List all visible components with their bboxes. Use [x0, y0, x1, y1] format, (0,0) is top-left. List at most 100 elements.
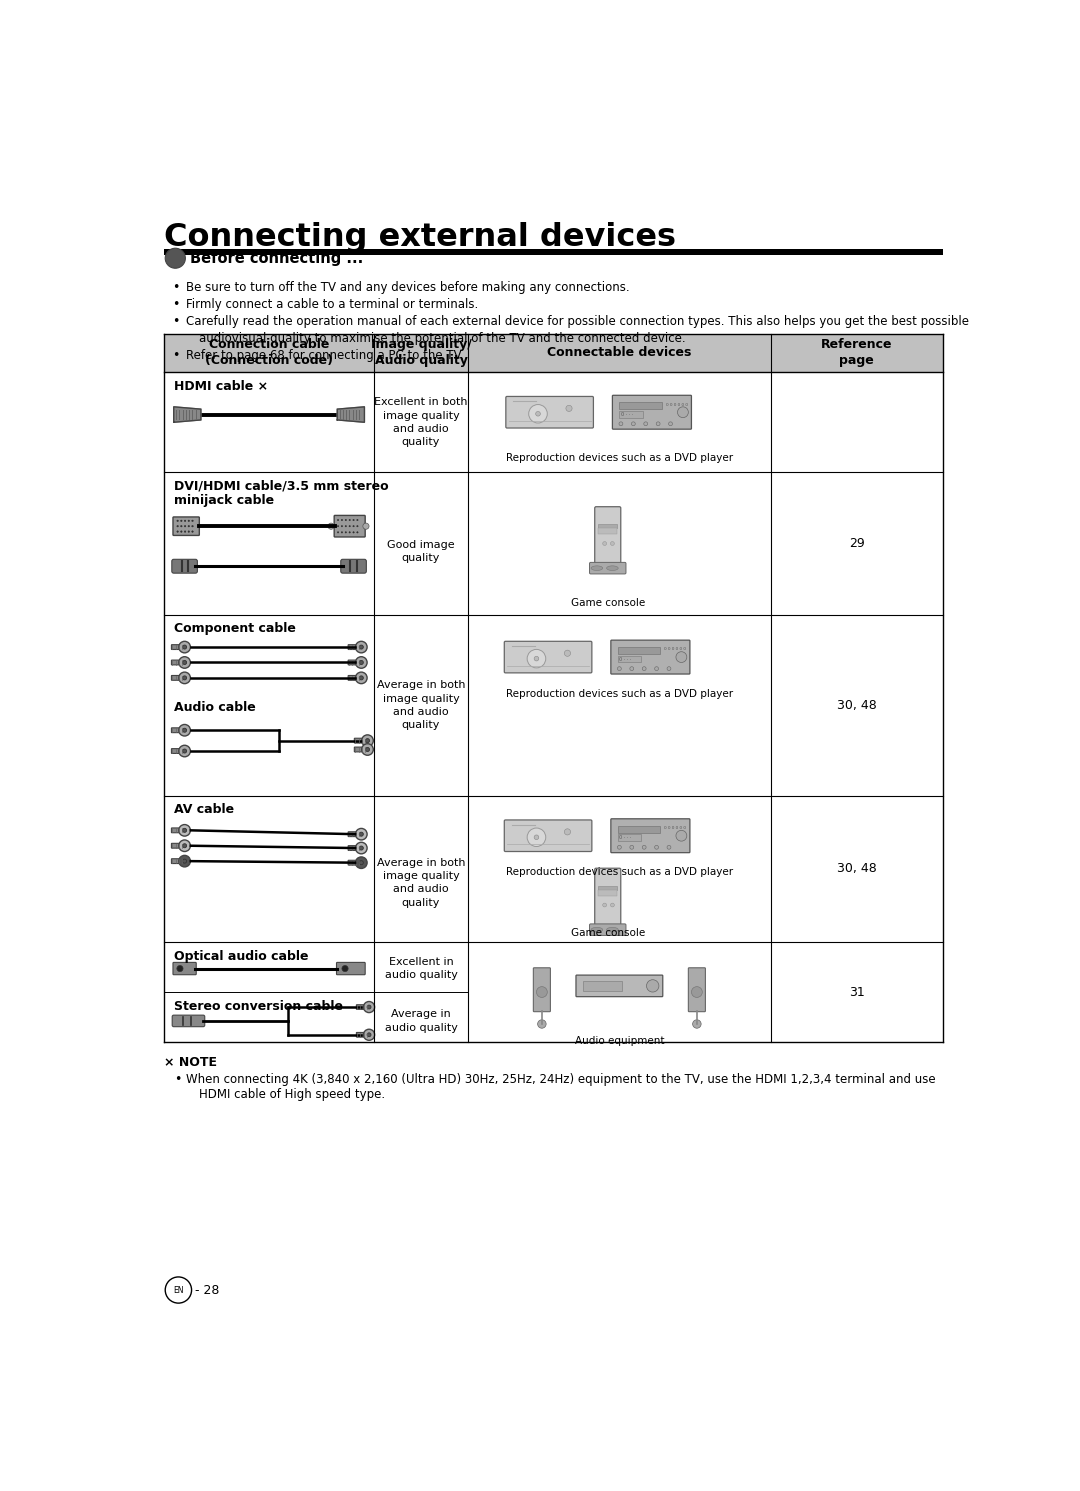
- FancyBboxPatch shape: [173, 517, 200, 535]
- Bar: [770, 334, 943, 373]
- Circle shape: [362, 735, 374, 747]
- FancyBboxPatch shape: [172, 728, 185, 732]
- Text: DVI/HDMI cable/3.5 mm stereo: DVI/HDMI cable/3.5 mm stereo: [174, 480, 389, 494]
- Circle shape: [676, 830, 687, 841]
- FancyBboxPatch shape: [172, 675, 185, 680]
- Circle shape: [632, 422, 635, 426]
- Circle shape: [643, 666, 646, 671]
- Text: Reproduction devices such as a DVD player: Reproduction devices such as a DVD playe…: [505, 689, 733, 699]
- Text: minijack cable: minijack cable: [174, 494, 274, 507]
- Circle shape: [603, 541, 607, 546]
- Circle shape: [179, 656, 190, 668]
- Circle shape: [363, 523, 369, 529]
- Circle shape: [677, 407, 688, 417]
- Text: •: •: [172, 349, 179, 362]
- Circle shape: [657, 422, 660, 426]
- Circle shape: [529, 404, 548, 423]
- FancyBboxPatch shape: [504, 641, 592, 672]
- Circle shape: [565, 650, 570, 656]
- FancyBboxPatch shape: [534, 968, 551, 1012]
- Bar: [618, 833, 642, 841]
- Text: HDMI cable ×: HDMI cable ×: [174, 380, 268, 394]
- FancyBboxPatch shape: [341, 559, 366, 573]
- Circle shape: [355, 641, 367, 653]
- Bar: [618, 656, 642, 662]
- Text: Average in both
image quality
and audio
quality: Average in both image quality and audio …: [377, 680, 465, 731]
- Circle shape: [179, 825, 190, 836]
- Text: 0 · · ·: 0 · · ·: [619, 835, 632, 839]
- Circle shape: [177, 520, 178, 522]
- Circle shape: [183, 675, 187, 680]
- Text: × NOTE: × NOTE: [164, 1056, 217, 1069]
- Circle shape: [188, 525, 190, 526]
- FancyBboxPatch shape: [356, 1005, 369, 1009]
- FancyBboxPatch shape: [172, 828, 185, 833]
- Circle shape: [654, 666, 659, 671]
- Text: Audio equipment: Audio equipment: [575, 1036, 664, 1045]
- FancyBboxPatch shape: [595, 507, 621, 565]
- Circle shape: [527, 650, 545, 668]
- Text: Average in
audio quality: Average in audio quality: [384, 1009, 458, 1032]
- Circle shape: [364, 1029, 375, 1041]
- FancyBboxPatch shape: [172, 559, 198, 573]
- Text: audiovisual quality to maximise the potential of the TV and the connected device: audiovisual quality to maximise the pote…: [199, 332, 685, 344]
- Circle shape: [355, 829, 367, 839]
- Bar: [619, 403, 662, 409]
- Text: AV cable: AV cable: [174, 804, 234, 817]
- Circle shape: [691, 987, 702, 997]
- Text: Audio cable: Audio cable: [174, 701, 256, 714]
- Bar: [618, 826, 661, 832]
- FancyBboxPatch shape: [348, 832, 362, 836]
- Circle shape: [367, 1033, 372, 1036]
- FancyBboxPatch shape: [172, 844, 185, 848]
- Circle shape: [362, 744, 374, 756]
- FancyBboxPatch shape: [172, 661, 185, 665]
- FancyBboxPatch shape: [354, 747, 368, 751]
- Text: Refer to page 68 for connecting a PC to the TV.: Refer to page 68 for connecting a PC to …: [186, 349, 464, 362]
- Text: Average in both
image quality
and audio
quality: Average in both image quality and audio …: [377, 857, 465, 908]
- Circle shape: [165, 248, 186, 268]
- Circle shape: [177, 966, 183, 972]
- Circle shape: [179, 672, 190, 684]
- Circle shape: [536, 412, 540, 416]
- Circle shape: [537, 987, 548, 997]
- Text: •: •: [174, 1074, 181, 1085]
- Circle shape: [618, 666, 621, 671]
- Circle shape: [360, 646, 363, 649]
- FancyBboxPatch shape: [172, 1015, 205, 1027]
- Bar: [469, 334, 770, 373]
- Circle shape: [188, 531, 190, 532]
- Text: 0 0 0 0 0 0: 0 0 0 0 0 0: [664, 647, 686, 652]
- Circle shape: [180, 520, 183, 522]
- FancyBboxPatch shape: [173, 962, 197, 975]
- FancyBboxPatch shape: [505, 397, 593, 428]
- FancyBboxPatch shape: [348, 845, 362, 850]
- Circle shape: [183, 748, 187, 753]
- FancyBboxPatch shape: [348, 644, 362, 650]
- Circle shape: [566, 406, 572, 412]
- Circle shape: [654, 845, 659, 850]
- FancyBboxPatch shape: [504, 820, 592, 851]
- Text: Reproduction devices such as a DVD player: Reproduction devices such as a DVD playe…: [505, 868, 733, 877]
- Bar: [374, 334, 469, 373]
- Circle shape: [192, 531, 193, 532]
- Bar: [598, 528, 617, 534]
- Text: - 28: - 28: [195, 1284, 220, 1297]
- Circle shape: [676, 652, 687, 662]
- Text: Image quality/
Audio quality: Image quality/ Audio quality: [370, 338, 471, 367]
- Circle shape: [183, 859, 187, 863]
- Circle shape: [183, 844, 187, 848]
- Circle shape: [365, 738, 369, 743]
- FancyBboxPatch shape: [576, 975, 663, 996]
- Text: 29: 29: [849, 537, 864, 550]
- FancyBboxPatch shape: [688, 968, 705, 1012]
- Circle shape: [630, 845, 634, 850]
- Circle shape: [179, 746, 190, 757]
- Circle shape: [185, 520, 186, 522]
- FancyBboxPatch shape: [348, 661, 362, 665]
- Circle shape: [647, 980, 659, 992]
- Text: Excellent in both
image quality
and audio
quality: Excellent in both image quality and audi…: [375, 398, 468, 447]
- Circle shape: [165, 1276, 191, 1303]
- Circle shape: [535, 835, 539, 839]
- Bar: [164, 334, 374, 373]
